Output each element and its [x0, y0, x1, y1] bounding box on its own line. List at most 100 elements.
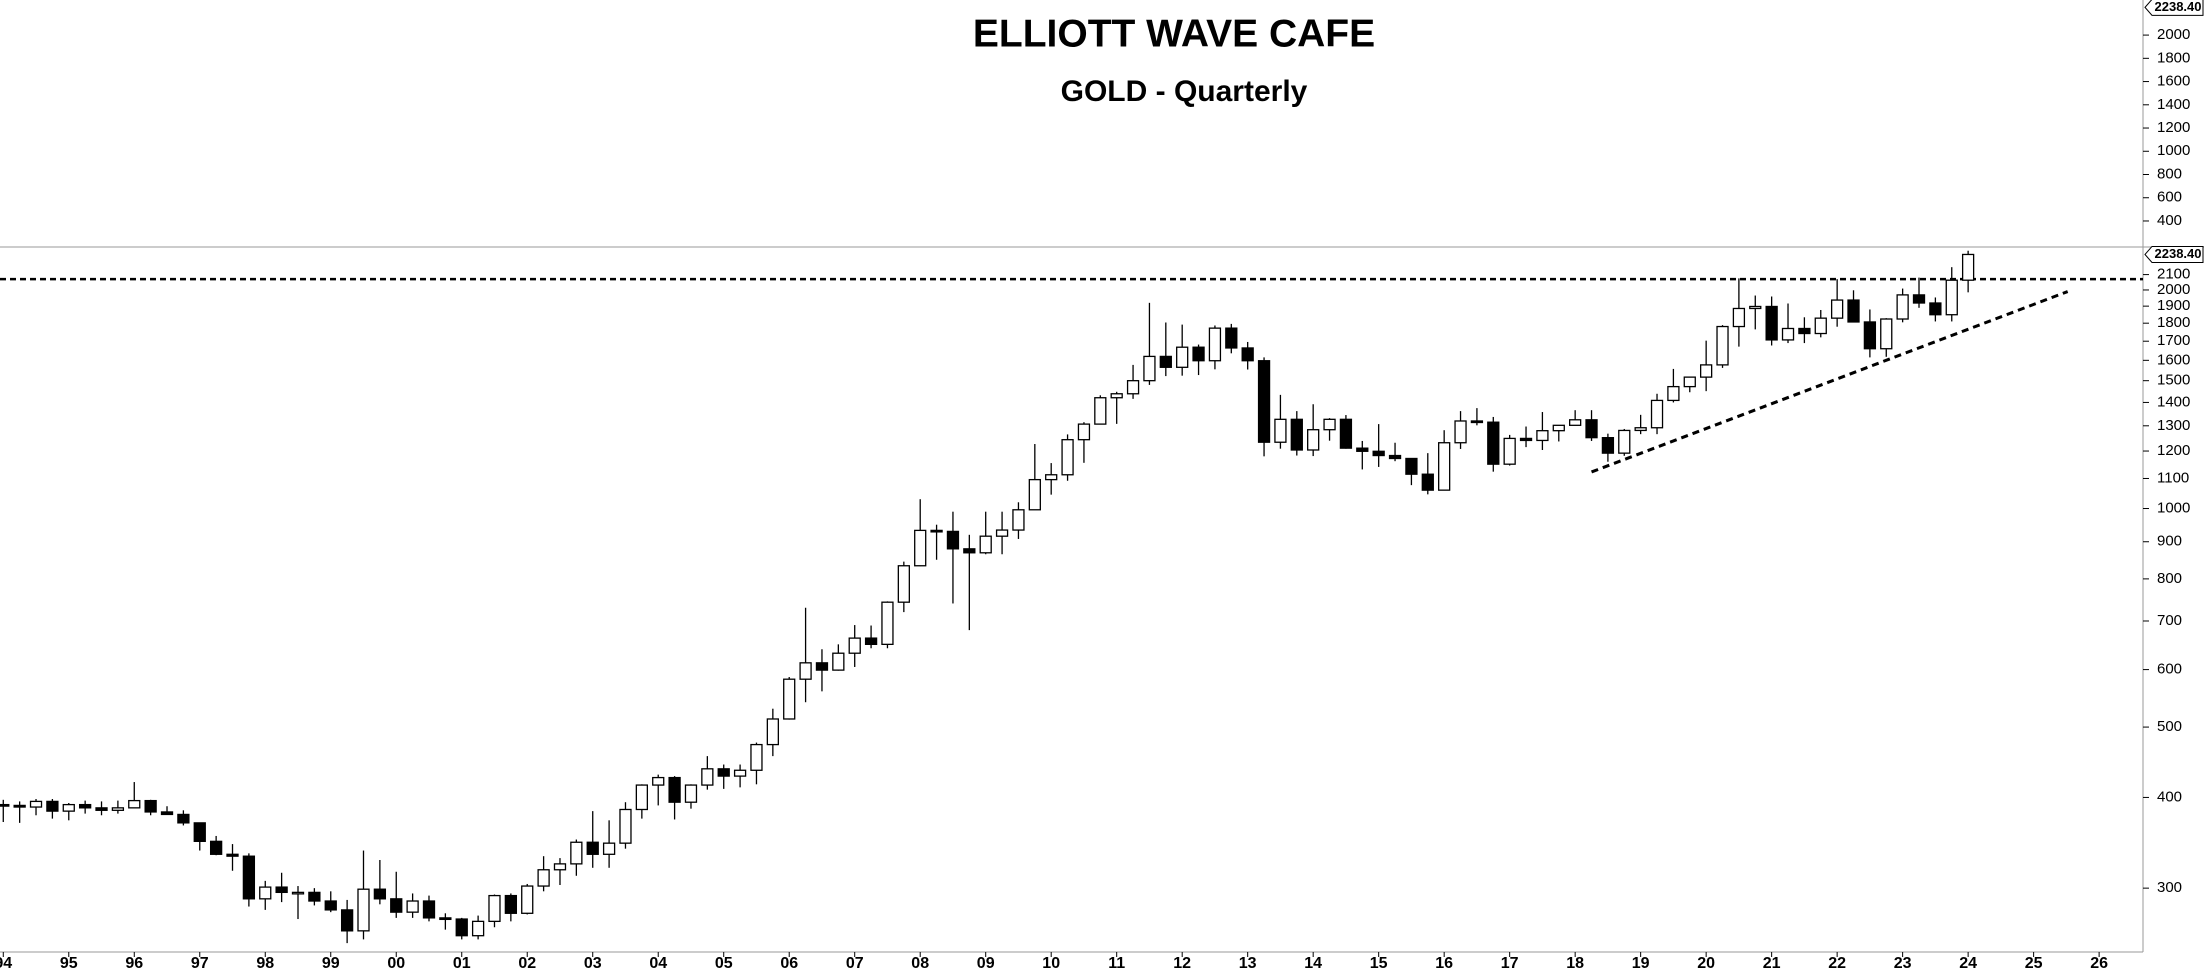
candle-body [553, 863, 567, 871]
candle-body [1781, 327, 1795, 341]
y-tick-label: 700 [2157, 612, 2182, 629]
y-tick-label: 400 [2157, 788, 2182, 805]
candle-body [308, 891, 321, 902]
candle-body [586, 841, 599, 855]
candle-body [995, 529, 1009, 537]
candle-body [62, 803, 75, 812]
candle-body [1388, 454, 1402, 460]
candle-body [619, 808, 632, 844]
candle-body [783, 678, 796, 720]
candle-body [602, 842, 616, 855]
y-tick-label: 300 [2157, 879, 2182, 896]
candle-body [29, 800, 43, 808]
x-tick-label: 06 [780, 955, 798, 972]
x-tick-label: 21 [1763, 955, 1781, 972]
x-tick-label: 94 [0, 955, 12, 972]
x-tick-label: 04 [649, 955, 667, 972]
candle-body [1699, 364, 1713, 378]
candle-body [521, 885, 534, 914]
y-tick-label: 1900 [2157, 297, 2190, 314]
candle-body [160, 811, 174, 816]
candle-body [1110, 393, 1123, 399]
candle-body [1257, 360, 1271, 443]
candle-body [832, 652, 845, 671]
upper-y-tick-label: 1800 [2157, 49, 2190, 66]
candle-body [357, 888, 370, 932]
y-tick-label: 1100 [2157, 469, 2189, 486]
x-tick-label: 09 [977, 955, 995, 972]
x-tick-label: 23 [1894, 955, 1912, 972]
x-tick-label: 02 [518, 955, 536, 972]
candle-body [930, 529, 943, 533]
candle-body [1798, 327, 1811, 335]
candle-body [946, 530, 960, 550]
candle-body [864, 637, 878, 646]
candle-body [1405, 457, 1418, 475]
candle-body [1045, 474, 1058, 481]
y-tick-label: 1000 [2157, 499, 2190, 516]
x-tick-label: 07 [846, 955, 864, 972]
last-price-tag-box [2144, 245, 2204, 263]
candle-body [1356, 447, 1369, 452]
candle-body [1552, 424, 1565, 432]
candle-body [684, 784, 698, 803]
last-price-tag-label: 2238.40 [2155, 246, 2202, 261]
candle-body [1880, 318, 1893, 350]
trendline [1590, 290, 2069, 474]
y-tick-label: 1300 [2157, 417, 2190, 434]
candle-body [46, 800, 59, 812]
x-tick-label: 98 [256, 955, 274, 972]
candle-body [275, 886, 288, 894]
upper-y-tick-label: 800 [2157, 165, 2182, 182]
candle-body [1634, 427, 1647, 432]
candle-body [1372, 450, 1385, 457]
candle-body [13, 804, 26, 808]
y-tick-label: 1800 [2157, 314, 2190, 331]
chart-title: ELLIOTT WAVE CAFE [973, 12, 1375, 55]
candle-body [1339, 418, 1353, 449]
candle-body [1143, 355, 1156, 382]
candle-body [1585, 419, 1598, 439]
candle-body [766, 718, 779, 746]
candle-body [259, 886, 272, 900]
candle-body [881, 601, 894, 646]
candle-body [0, 803, 10, 807]
candle-body [537, 869, 550, 887]
candle-body [963, 548, 976, 554]
candle-body [1945, 279, 1958, 316]
candle-body [1470, 420, 1484, 424]
candle-body [78, 803, 92, 809]
candle-body [897, 565, 910, 603]
x-tick-label: 25 [2025, 955, 2043, 972]
candle-body [439, 917, 452, 921]
candle-body [1159, 355, 1172, 368]
x-tick-label: 96 [125, 955, 143, 972]
candle-body [128, 799, 141, 809]
x-tick-label: 20 [1697, 955, 1715, 972]
candle-body [1912, 294, 1926, 304]
candle-body [1274, 418, 1287, 443]
candle-body [177, 813, 190, 824]
candle-body [193, 822, 206, 842]
candle-body [815, 662, 829, 671]
candle-body [635, 784, 649, 811]
candle-body [1961, 253, 1975, 281]
candle-body [652, 776, 665, 786]
y-tick-label: 1700 [2157, 332, 2190, 349]
y-tick-label: 500 [2157, 718, 2182, 735]
candle-body [373, 888, 387, 900]
candle-body [733, 769, 747, 777]
chart-subtitle: GOLD - Quarterly [1061, 75, 1308, 108]
candle-body [1323, 418, 1336, 431]
candle-body [750, 743, 763, 771]
candle-body [111, 807, 125, 811]
x-tick-label: 15 [1370, 955, 1388, 972]
candle-body [799, 662, 812, 680]
candle-body [406, 900, 419, 913]
upper-y-tick-label: 1400 [2157, 96, 2190, 113]
x-tick-label: 16 [1435, 955, 1453, 972]
candle-body [979, 535, 992, 554]
candle-body [1487, 421, 1500, 465]
candle-body [1830, 299, 1844, 319]
